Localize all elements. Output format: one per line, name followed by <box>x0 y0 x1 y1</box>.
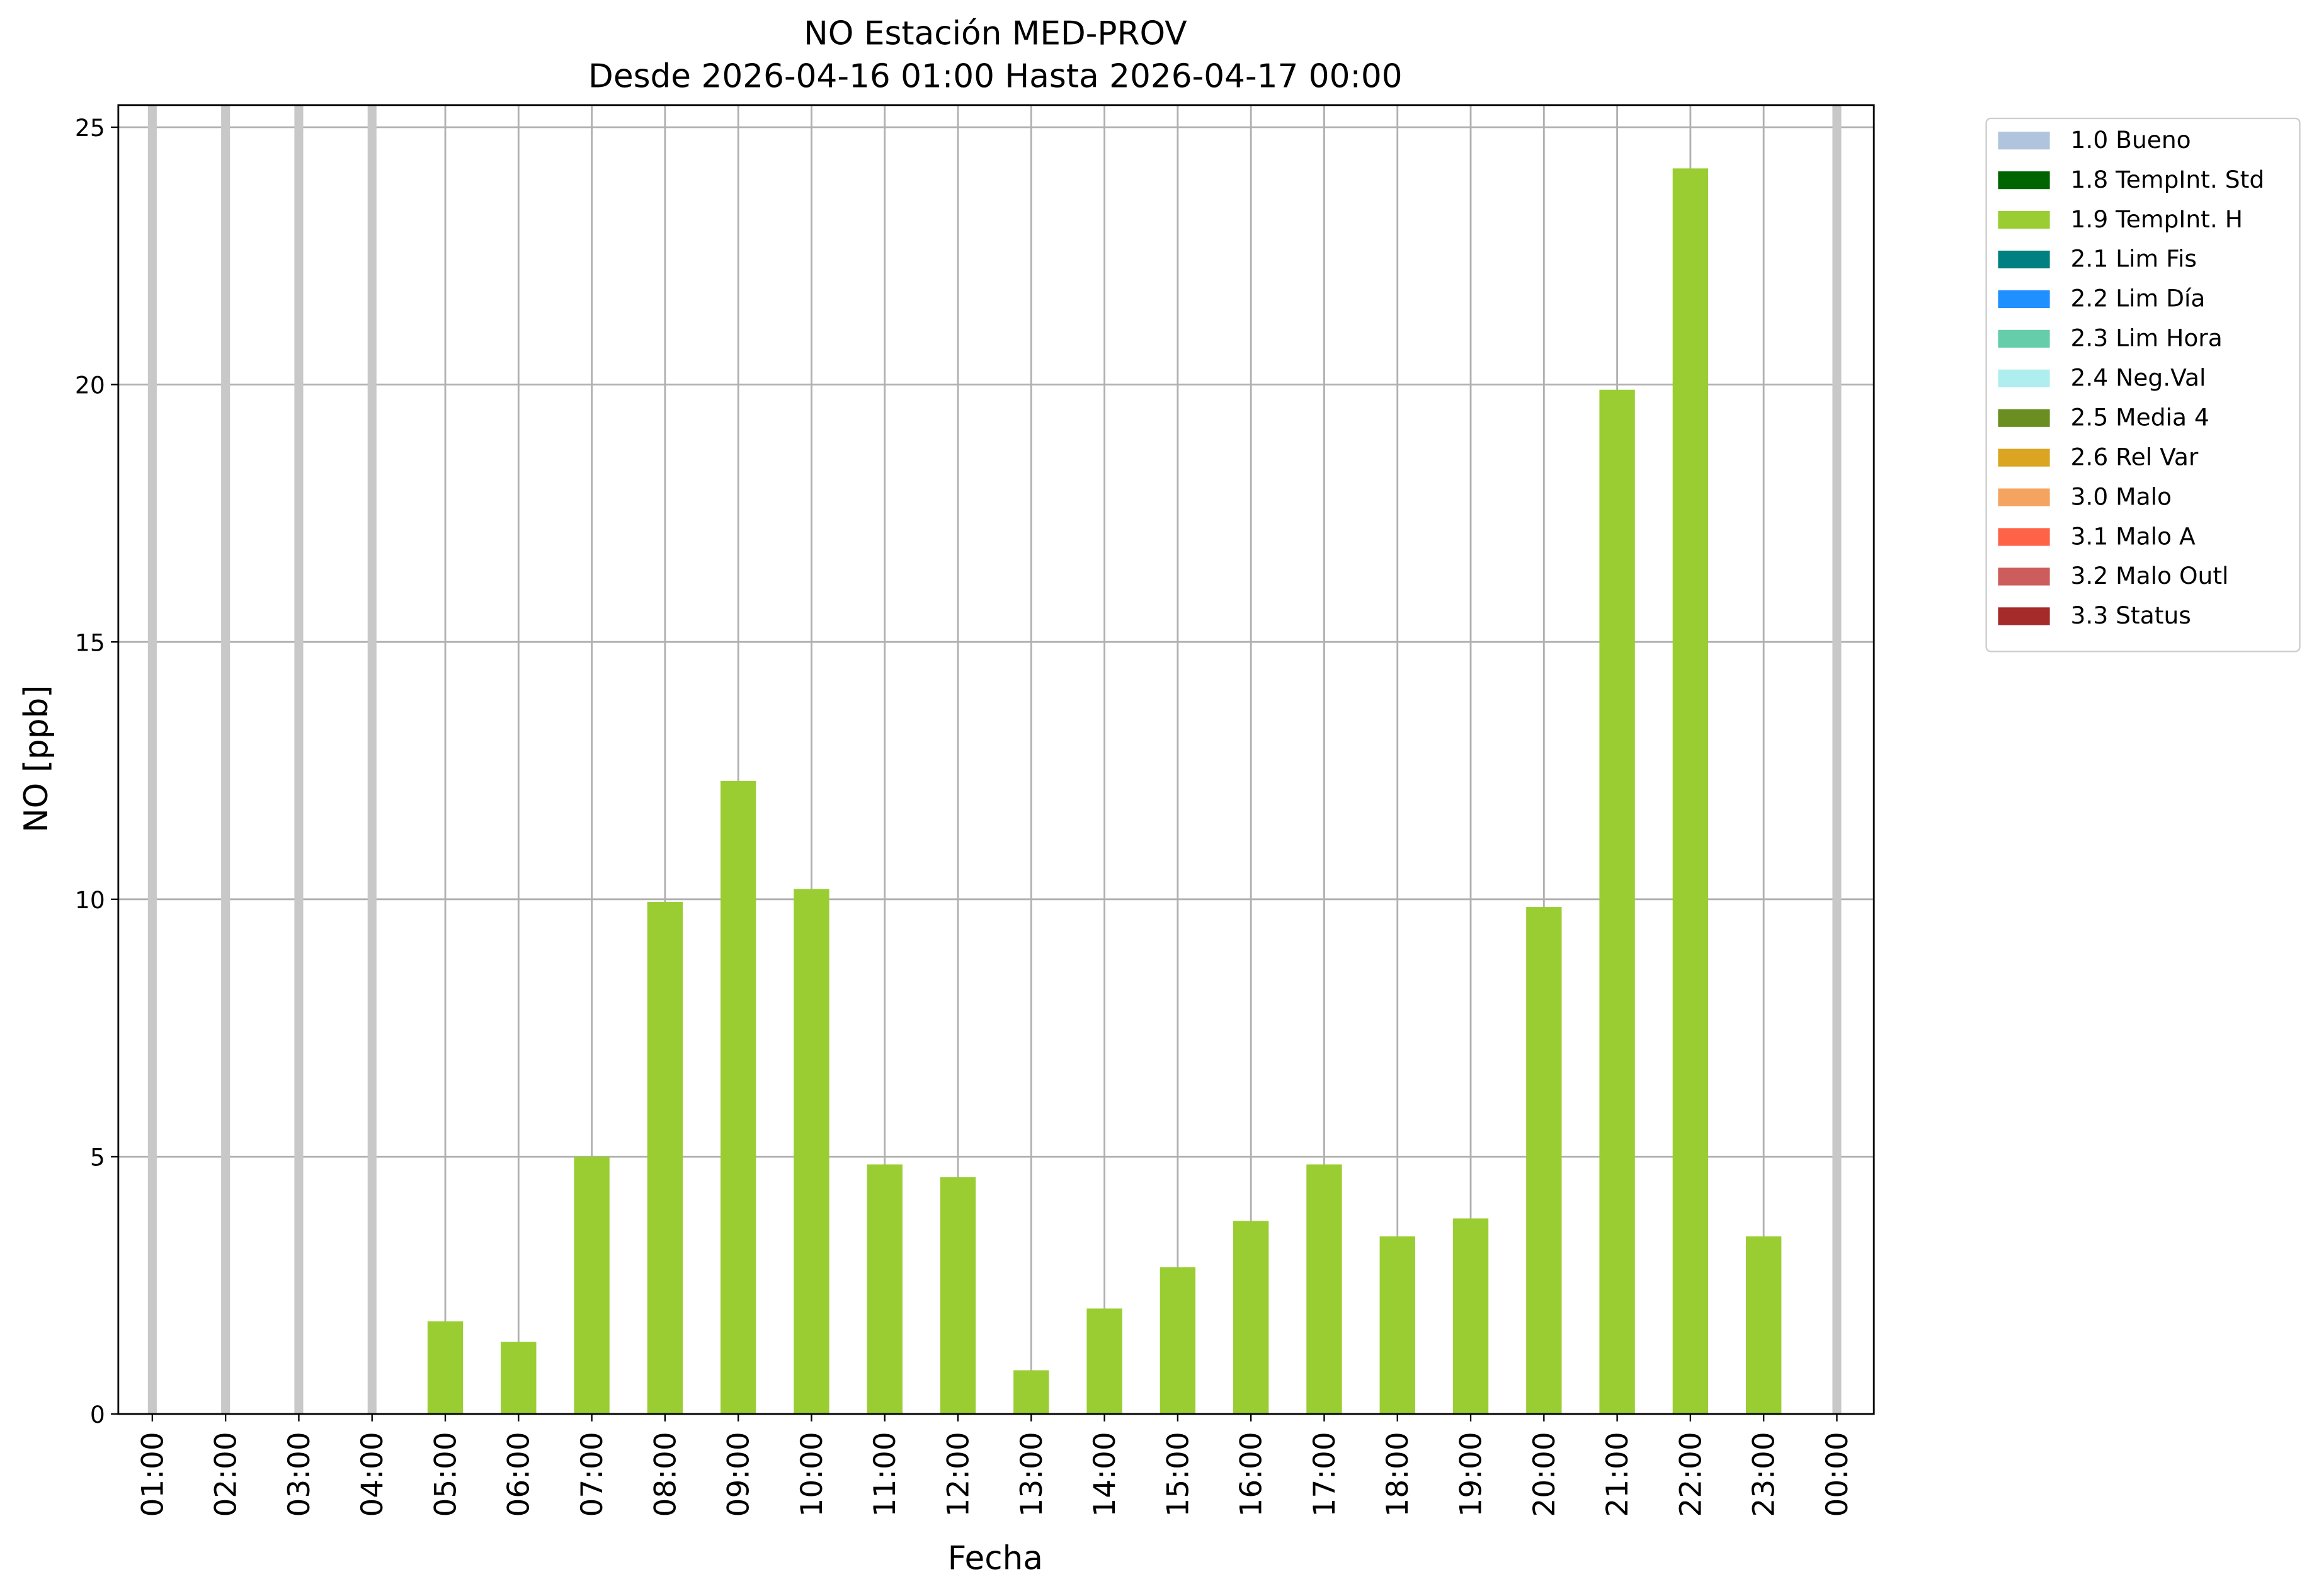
bar <box>1306 1164 1342 1415</box>
x-tick-label: 07:00 <box>575 1432 610 1517</box>
legend-swatch <box>1998 329 2050 348</box>
legend-swatch <box>1998 132 2050 150</box>
chart-subtitle: Desde 2026-04-16 01:00 Hasta 2026-04-17 … <box>588 58 1403 96</box>
x-tick-label: 01:00 <box>135 1432 170 1517</box>
legend-label: 2.1 Lim Fis <box>2071 245 2197 273</box>
bar <box>647 901 683 1415</box>
x-tick-label: 10:00 <box>795 1432 829 1517</box>
x-tick-label: 06:00 <box>502 1432 537 1517</box>
x-tick-label: 05:00 <box>428 1432 463 1517</box>
x-tick-label: 19:00 <box>1454 1432 1488 1517</box>
legend-label: 1.0 Bueno <box>2071 126 2191 154</box>
bar <box>1526 907 1562 1415</box>
x-tick-label: 16:00 <box>1234 1432 1269 1517</box>
legend-swatch <box>1998 448 2050 467</box>
bar <box>501 1342 537 1415</box>
bar <box>794 889 829 1415</box>
x-tick-label: 18:00 <box>1381 1432 1415 1517</box>
legend-swatch <box>1998 607 2050 625</box>
legend-label: 1.9 TempInt. H <box>2071 205 2243 233</box>
bar <box>427 1321 464 1415</box>
x-tick-label: 14:00 <box>1088 1432 1122 1517</box>
x-tick-label: 04:00 <box>355 1432 390 1517</box>
bar <box>1233 1221 1269 1415</box>
bar <box>1672 168 1709 1415</box>
legend-label: 1.8 TempInt. Std <box>2071 166 2265 193</box>
missing-band <box>294 105 304 1415</box>
x-tick-label: 23:00 <box>1747 1432 1782 1517</box>
x-tick-label: 17:00 <box>1308 1432 1342 1517</box>
y-tick-label: 0 <box>90 1401 105 1428</box>
bar <box>720 780 756 1415</box>
y-tick-label: 15 <box>75 629 105 656</box>
y-tick-label: 5 <box>90 1144 105 1171</box>
legend-swatch <box>1998 250 2050 269</box>
bar <box>574 1156 610 1415</box>
chart-title: NO Estación MED-PROV <box>804 15 1187 53</box>
legend-label: 2.6 Rel Var <box>2071 443 2199 470</box>
x-tick-label: 00:00 <box>1820 1432 1855 1517</box>
bar <box>1452 1218 1489 1415</box>
bar <box>867 1164 903 1415</box>
legend-swatch <box>1998 171 2050 190</box>
bar <box>1013 1370 1049 1415</box>
bar <box>1086 1308 1122 1415</box>
legend-label: 3.2 Malo Outl <box>2071 562 2229 590</box>
legend-swatch <box>1998 528 2050 546</box>
x-tick-label: 21:00 <box>1600 1432 1635 1517</box>
y-tick-label: 25 <box>75 114 105 142</box>
x-tick-label: 15:00 <box>1161 1432 1195 1517</box>
missing-band <box>1832 105 1842 1415</box>
legend-label: 3.3 Status <box>2071 601 2191 629</box>
x-tick-label: 03:00 <box>282 1432 317 1517</box>
missing-band <box>221 105 231 1415</box>
y-axis-label: NO [ppb] <box>18 685 55 833</box>
legend-swatch <box>1998 290 2050 309</box>
legend-swatch <box>1998 369 2050 387</box>
legend-label: 3.0 Malo <box>2071 482 2172 510</box>
x-tick-label: 11:00 <box>868 1432 903 1517</box>
x-axis-label: Fecha <box>948 1540 1043 1578</box>
y-tick-label: 20 <box>75 372 105 399</box>
x-tick-label: 08:00 <box>648 1432 683 1517</box>
x-tick-label: 09:00 <box>722 1432 756 1517</box>
x-tick-label: 13:00 <box>1015 1432 1049 1517</box>
x-tick-label: 22:00 <box>1673 1432 1708 1517</box>
legend-swatch <box>1998 488 2050 506</box>
bar <box>1160 1267 1196 1415</box>
x-tick-label: 12:00 <box>941 1432 976 1517</box>
y-tick-label: 10 <box>75 886 105 914</box>
legend-label: 2.2 Lim Día <box>2071 285 2206 312</box>
bar <box>1379 1236 1415 1415</box>
legend-label: 2.3 Lim Hora <box>2071 324 2223 352</box>
bar <box>1746 1236 1782 1415</box>
bar <box>940 1177 976 1415</box>
legend-label: 2.4 Neg.Val <box>2071 364 2206 392</box>
x-tick-label: 20:00 <box>1527 1432 1562 1517</box>
legend-label: 3.1 Malo A <box>2071 522 2196 550</box>
legend-label: 2.5 Media 4 <box>2071 403 2209 431</box>
legend-swatch <box>1998 567 2050 586</box>
bar <box>1599 389 1635 1415</box>
legend-box <box>1985 117 2301 653</box>
legend-swatch <box>1998 409 2050 427</box>
legend-swatch <box>1998 210 2050 229</box>
missing-band <box>367 105 377 1415</box>
plot-frame <box>117 104 1875 1415</box>
x-tick-label: 02:00 <box>209 1432 244 1517</box>
missing-band <box>147 105 157 1415</box>
